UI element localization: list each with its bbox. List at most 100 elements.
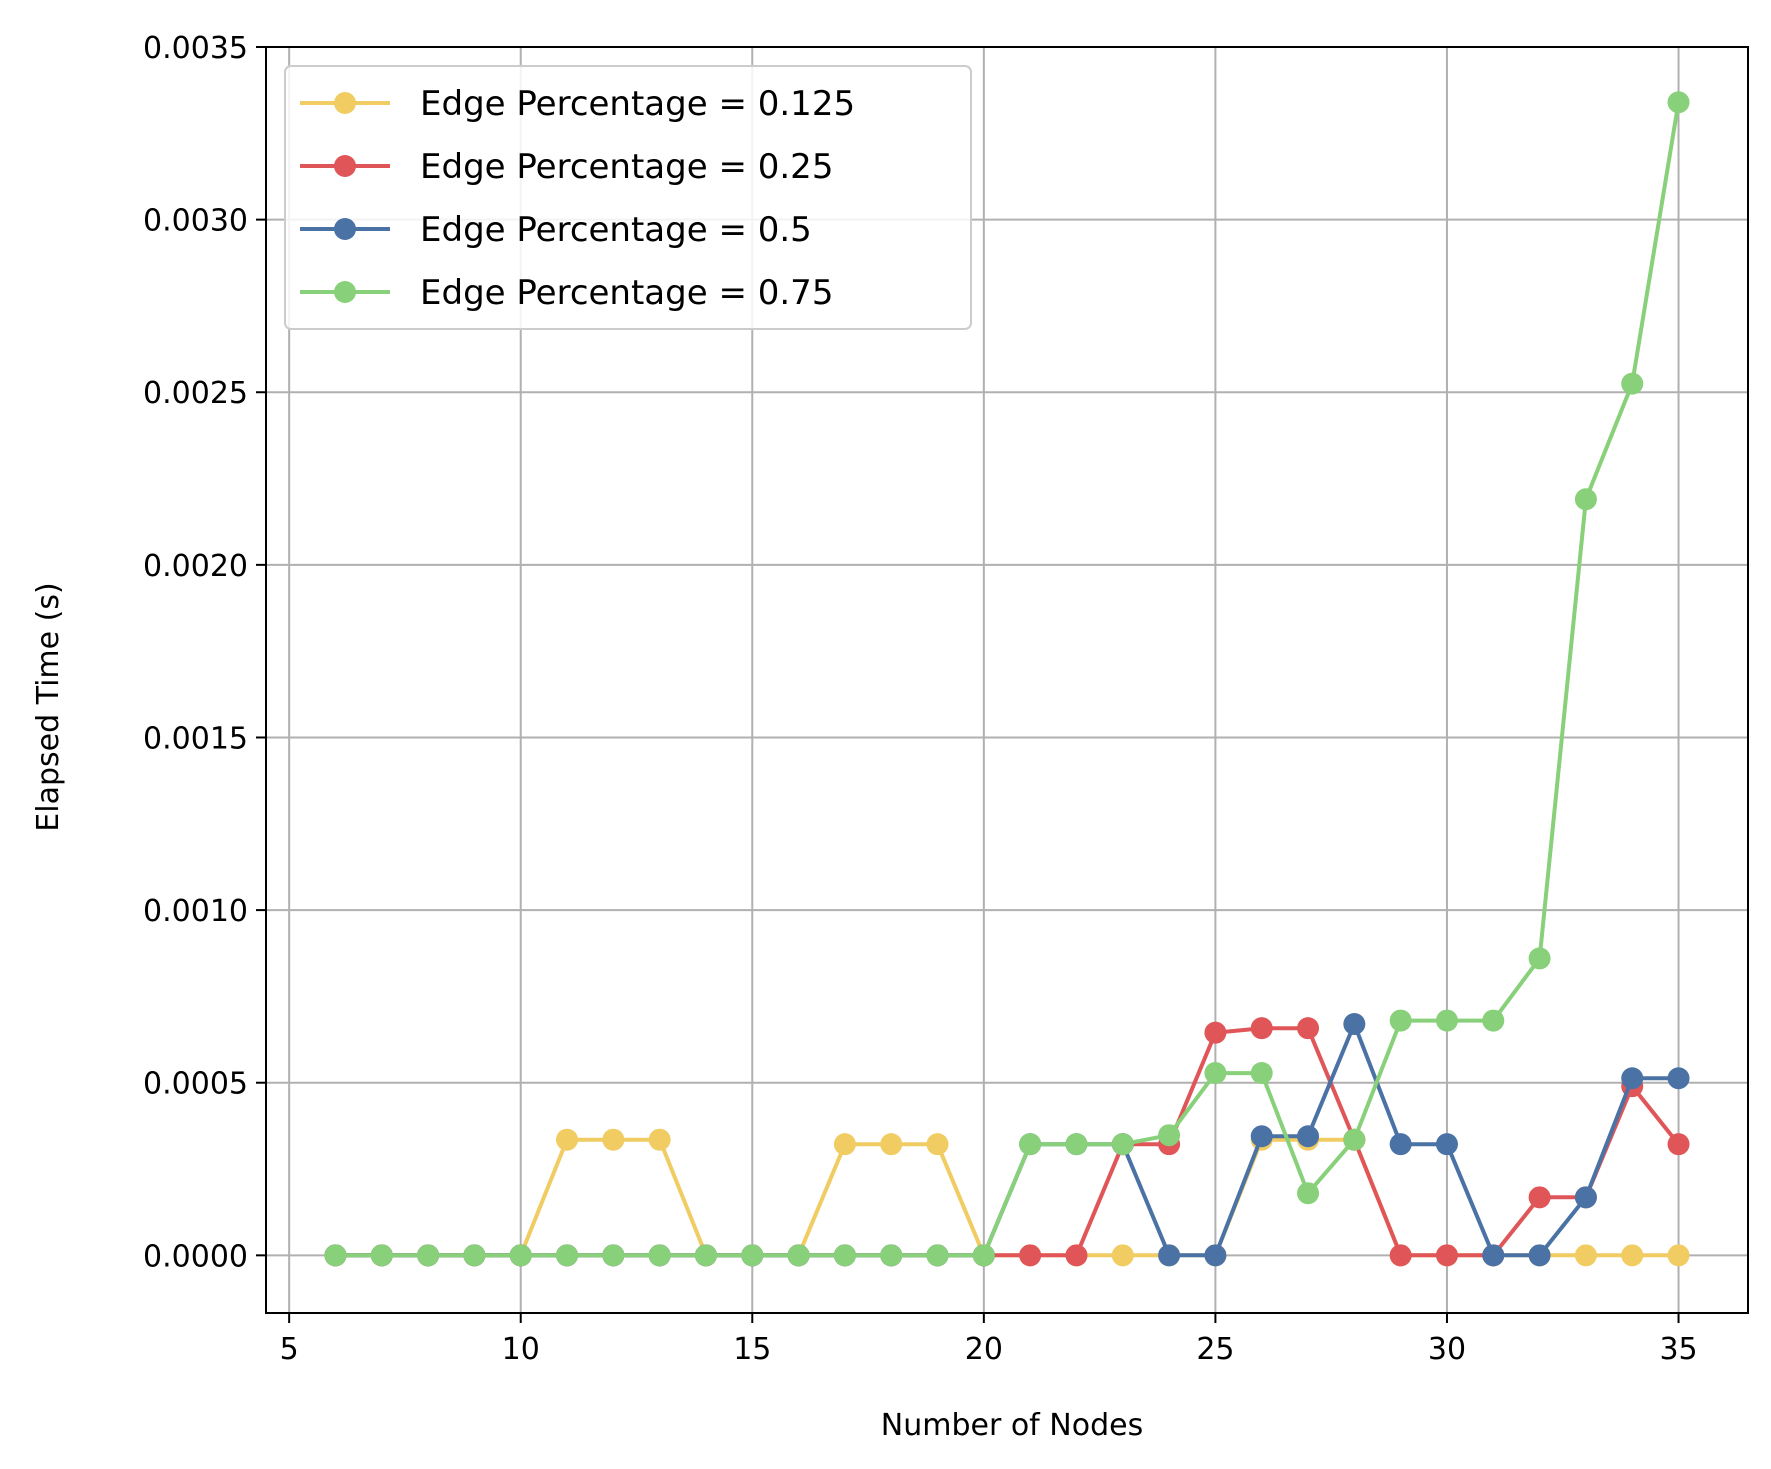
x-tick-label: 20 xyxy=(965,1332,1003,1367)
x-tick-label: 30 xyxy=(1428,1332,1466,1367)
data-point xyxy=(694,1244,717,1267)
data-point xyxy=(1667,1067,1690,1090)
y-tick-label: 0.0000 xyxy=(143,1239,248,1274)
legend-label: Edge Percentage = 0.25 xyxy=(420,147,833,187)
data-point xyxy=(556,1244,579,1267)
data-point xyxy=(1528,1244,1551,1267)
data-point xyxy=(741,1244,764,1267)
data-point xyxy=(1435,1244,1458,1267)
data-point xyxy=(1158,1244,1181,1267)
grid xyxy=(266,46,1748,1313)
data-point xyxy=(370,1244,393,1267)
legend-box xyxy=(284,65,972,330)
data-point xyxy=(1250,1017,1273,1040)
data-point xyxy=(787,1244,810,1267)
y-tick-label: 0.0005 xyxy=(143,1067,248,1102)
data-point xyxy=(1574,1186,1597,1209)
data-point xyxy=(1389,1133,1412,1156)
data-point xyxy=(1667,91,1690,114)
legend-marker xyxy=(334,218,356,240)
data-point xyxy=(833,1244,856,1267)
data-point xyxy=(1111,1133,1134,1156)
data-point xyxy=(417,1244,440,1267)
legend-entry: Edge Percentage = 0.25 xyxy=(300,147,833,187)
legend-entry: Edge Percentage = 0.125 xyxy=(300,84,855,124)
data-point xyxy=(648,1128,671,1151)
data-point xyxy=(1482,1009,1505,1032)
data-point xyxy=(1111,1244,1134,1267)
data-point xyxy=(1065,1133,1088,1156)
data-point xyxy=(1343,1013,1366,1036)
x-tick-label: 5 xyxy=(280,1332,299,1367)
y-tick-label: 0.0010 xyxy=(143,894,248,929)
data-point xyxy=(509,1244,532,1267)
y-tick-label: 0.0025 xyxy=(143,376,248,411)
data-point xyxy=(324,1244,347,1267)
data-point xyxy=(880,1244,903,1267)
data-point xyxy=(463,1244,486,1267)
data-point xyxy=(1019,1244,1042,1267)
data-point xyxy=(1204,1062,1227,1085)
data-point xyxy=(1528,947,1551,970)
data-point xyxy=(1158,1124,1181,1147)
data-point xyxy=(602,1244,625,1267)
data-point xyxy=(1297,1017,1320,1040)
data-point xyxy=(1065,1244,1088,1267)
data-point xyxy=(1019,1133,1042,1156)
x-tick-label: 10 xyxy=(502,1332,540,1367)
x-tick-label: 25 xyxy=(1196,1332,1234,1367)
data-point xyxy=(1667,1133,1690,1156)
legend: Edge Percentage = 0.125 Edge Percentage =… xyxy=(284,65,972,330)
data-point xyxy=(648,1244,671,1267)
y-tick-label: 0.0015 xyxy=(143,721,248,756)
tick-labels: 5 10 15 20 25 30 35 0.0000 0.0005 0.0010 0.0015 0.0… xyxy=(143,31,1698,1367)
data-point xyxy=(1435,1133,1458,1156)
data-point xyxy=(602,1128,625,1151)
data-point xyxy=(1667,1244,1690,1267)
x-tick-label: 15 xyxy=(733,1332,771,1367)
legend-marker xyxy=(334,92,356,114)
data-point xyxy=(1482,1244,1505,1267)
y-tick-label: 0.0020 xyxy=(143,549,248,584)
legend-label: Edge Percentage = 0.5 xyxy=(420,210,812,250)
data-point xyxy=(1204,1244,1227,1267)
data-point xyxy=(1574,1244,1597,1267)
data-point xyxy=(833,1133,856,1156)
data-point xyxy=(1204,1021,1227,1044)
data-point xyxy=(1297,1125,1320,1148)
data-point xyxy=(1574,488,1597,511)
y-tick-label: 0.0035 xyxy=(143,31,248,66)
data-point xyxy=(1389,1244,1412,1267)
data-point xyxy=(1297,1182,1320,1205)
data-point xyxy=(1528,1186,1551,1209)
legend-label: Edge Percentage = 0.125 xyxy=(420,84,855,124)
data-point xyxy=(972,1244,995,1267)
legend-marker xyxy=(334,281,356,303)
data-point xyxy=(926,1244,949,1267)
data-point xyxy=(556,1128,579,1151)
data-point xyxy=(1250,1125,1273,1148)
data-point xyxy=(1389,1009,1412,1032)
x-tick-label: 35 xyxy=(1659,1332,1697,1367)
data-point xyxy=(1435,1009,1458,1032)
data-point xyxy=(880,1133,903,1156)
data-point xyxy=(1621,372,1644,395)
legend-entry: Edge Percentage = 0.5 xyxy=(300,210,812,250)
data-point xyxy=(1621,1067,1644,1090)
y-axis-label: Elapsed Time (s) xyxy=(31,582,66,831)
data-point xyxy=(1621,1244,1644,1267)
series-3 xyxy=(324,91,1690,1267)
data-point xyxy=(1250,1062,1273,1085)
data-point xyxy=(1343,1128,1366,1151)
legend-entry: Edge Percentage = 0.75 xyxy=(300,273,833,313)
legend-label: Edge Percentage = 0.75 xyxy=(420,273,833,313)
series-2 xyxy=(324,1013,1690,1267)
legend-marker xyxy=(334,155,356,177)
axes xyxy=(256,46,1749,1323)
y-tick-label: 0.0030 xyxy=(143,204,248,239)
data-point xyxy=(926,1133,949,1156)
x-axis-label: Number of Nodes xyxy=(881,1408,1143,1443)
plot-frame xyxy=(265,46,1749,1314)
series-line xyxy=(335,1022,1679,1258)
